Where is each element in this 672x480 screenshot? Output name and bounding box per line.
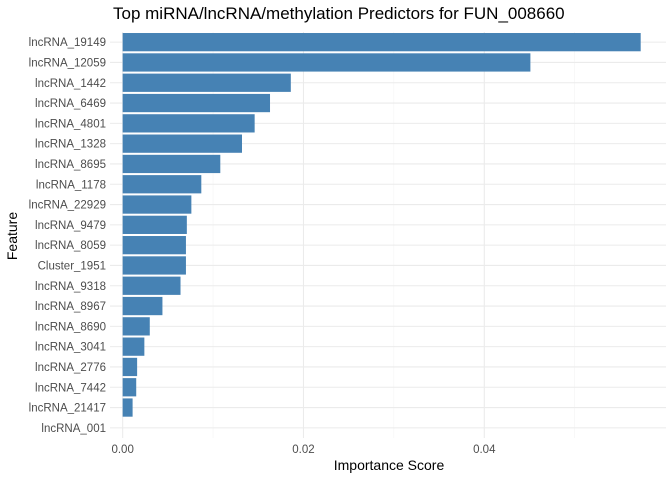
grid (110, 32, 666, 438)
y-tick-label: lncRNA_9318 (35, 281, 106, 293)
bar-lncRNA_1328 (122, 134, 242, 153)
y-tick-label: lncRNA_12059 (29, 57, 106, 69)
y-tick-label: lncRNA_21417 (29, 403, 106, 415)
y-tick-label: lncRNA_1178 (36, 179, 106, 191)
y-tick-label: lncRNA_8059 (35, 240, 106, 252)
y-tick-label: lncRNA_001 (41, 423, 106, 435)
bar-lncRNA_9318 (122, 276, 181, 295)
x-axis-title: Importance Score (334, 457, 445, 473)
x-tick-labels: 0.00 0.02 0.04 (111, 444, 496, 456)
bar-lncRNA_7442 (122, 378, 137, 397)
x-tick-label: 0.02 (292, 444, 314, 456)
bar-lncRNA_12059 (122, 53, 531, 72)
y-tick-label: lncRNA_4801 (35, 118, 106, 130)
y-tick-labels: lncRNA_19149 lncRNA_12059 lncRNA_1442 lncRN… (29, 37, 106, 435)
y-tick-label: lncRNA_7442 (35, 382, 106, 394)
bar-lncRNA_19149 (122, 33, 641, 52)
bar-lncRNA_8690 (122, 317, 150, 336)
bars (122, 33, 641, 417)
y-tick-label: lncRNA_2776 (35, 362, 106, 374)
y-tick-label: lncRNA_8967 (35, 301, 106, 313)
bar-lncRNA_8059 (122, 236, 186, 255)
y-tick-label: lncRNA_3041 (35, 342, 106, 354)
y-tick-label: lncRNA_19149 (29, 37, 106, 49)
y-tick-label: lncRNA_8690 (35, 321, 106, 333)
y-axis-title: Feature (4, 212, 20, 260)
bar-lncRNA_1178 (122, 175, 202, 194)
y-tick-label: lncRNA_22929 (29, 200, 106, 212)
y-tick-label: lncRNA_6469 (35, 98, 106, 110)
bar-lncRNA_9479 (122, 215, 187, 234)
bar-lncRNA_4801 (122, 114, 255, 133)
y-tick-label: Cluster_1951 (38, 260, 106, 272)
bar-lncRNA_22929 (122, 195, 192, 214)
bar-lncRNA_8695 (122, 154, 221, 174)
y-tick-label: lncRNA_9479 (35, 220, 106, 232)
y-tick-label: lncRNA_8695 (35, 159, 106, 171)
bar-lncRNA_1442 (122, 73, 291, 92)
bar-lncRNA_2776 (122, 357, 138, 377)
chart-title: Top miRNA/lncRNA/methylation Predictors … (113, 4, 565, 23)
bar-lncRNA_21417 (122, 398, 133, 417)
bar-lncRNA_8967 (122, 296, 163, 316)
bar-lncRNA_3041 (122, 337, 145, 356)
x-tick-label: 0.04 (473, 444, 496, 456)
bar-lncRNA_6469 (122, 93, 271, 113)
bar-Cluster_1951 (122, 256, 186, 275)
x-tick-label: 0.00 (111, 444, 133, 456)
y-tick-label: lncRNA_1328 (35, 139, 106, 151)
y-tick-label: lncRNA_1442 (35, 78, 106, 90)
